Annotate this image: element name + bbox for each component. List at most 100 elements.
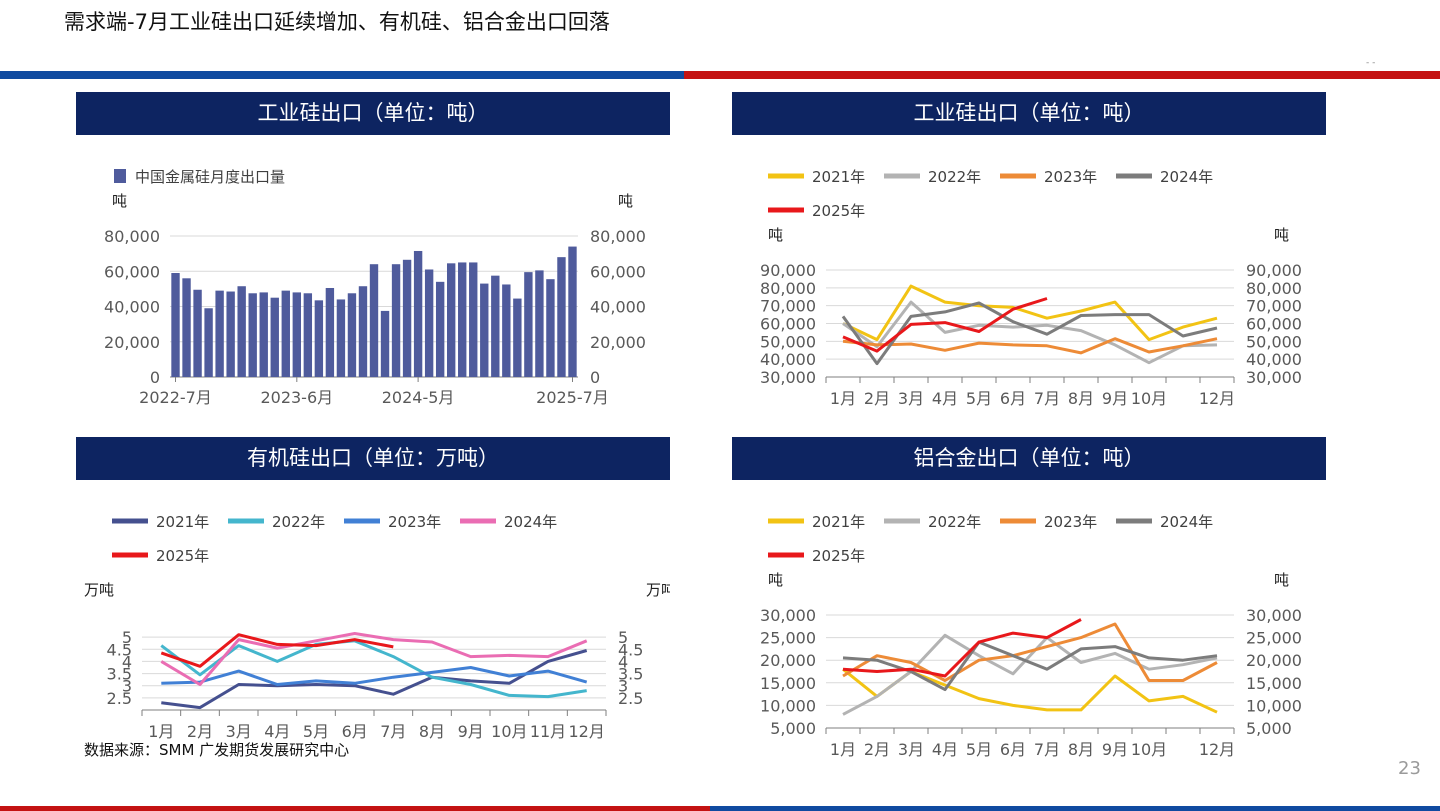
series-line	[160, 632, 588, 686]
legend-label: 2023年	[1044, 168, 1097, 186]
y-tick-label-left: 20,000	[104, 333, 160, 352]
y-tick-label-right: 60,000	[590, 262, 646, 281]
data-source-note: 数据来源：SMM 广发期货发展研究中心	[84, 741, 350, 759]
y-tick-label-right: 40,000	[590, 298, 646, 317]
x-tick-label: 3月	[898, 740, 924, 759]
bar	[215, 290, 224, 377]
legend-label: 2022年	[928, 168, 981, 186]
series-line	[842, 284, 1218, 342]
x-tick-label: 9月	[1102, 389, 1128, 408]
x-tick-label: 7月	[1034, 389, 1060, 408]
x-tick-label: 10月	[1131, 389, 1167, 408]
y-tick-label-right: 40,000	[1246, 350, 1302, 369]
y-tick-label-right: 25,000	[1246, 629, 1302, 648]
bar	[281, 290, 290, 377]
y-tick-label-left: 15,000	[760, 674, 816, 693]
y-axis-unit-left: 吨	[768, 571, 783, 589]
page-number: 23	[1398, 758, 1421, 779]
x-tick-label: 7月	[380, 722, 406, 741]
y-tick-label-right: 4.5	[618, 640, 643, 659]
footer-rule-red	[0, 806, 710, 811]
series-line	[841, 301, 1218, 366]
y-tick-label-left: 70,000	[760, 297, 816, 316]
bar	[458, 262, 467, 377]
bar	[369, 264, 379, 377]
bar	[303, 293, 313, 377]
y-tick-label-right: 10,000	[1246, 696, 1302, 715]
bar	[270, 297, 279, 377]
x-tick-label: 4月	[932, 389, 958, 408]
y-tick-label-left: 5,000	[770, 719, 816, 738]
bar	[171, 273, 180, 377]
bar	[380, 310, 390, 377]
x-tick-label: 6月	[1000, 740, 1026, 759]
bar	[314, 300, 324, 377]
y-tick-label-left: 60,000	[104, 262, 160, 281]
y-tick-label-left: 5	[122, 628, 132, 647]
y-tick-label-right: 90,000	[1246, 261, 1302, 280]
panel-header-silicon-monthly: 工业硅出口（单位：吨）	[76, 92, 670, 135]
y-tick-label-right: 3.5	[618, 665, 643, 684]
x-tick-label: 6月	[342, 722, 368, 741]
x-tick-label: 10月	[1131, 740, 1167, 759]
y-tick-label-left: 30,000	[760, 368, 816, 387]
bar	[546, 279, 555, 377]
x-tick-label: 12月	[568, 722, 604, 741]
legend-label: 2021年	[156, 513, 209, 531]
bar	[292, 292, 302, 377]
y-tick-label-right: 20,000	[590, 333, 646, 352]
bar	[237, 286, 246, 377]
bar	[347, 293, 357, 377]
y-tick-label-right: 5,000	[1246, 719, 1292, 738]
corner-mark: - -	[1366, 58, 1376, 68]
panel-header-aluminum-alloy: 铝合金出口（单位：吨）	[732, 437, 1326, 480]
series-line	[161, 666, 588, 686]
bar	[491, 275, 500, 377]
legend-label: 2021年	[812, 168, 865, 186]
bar	[480, 283, 489, 377]
y-tick-label-left: 25,000	[760, 629, 816, 648]
legend-label: 2023年	[388, 513, 441, 531]
legend-label: 2025年	[156, 547, 209, 565]
y-axis-unit-left: 万吨	[84, 581, 114, 599]
y-tick-label-right: 15,000	[1246, 674, 1302, 693]
footer-rule-blue	[710, 806, 1440, 811]
x-tick-label: 2024-5月	[382, 388, 455, 407]
bar	[413, 250, 423, 377]
slide-title: 需求端-7月工业硅出口延续增加、有机硅、铝合金出口回落	[64, 10, 610, 34]
y-axis-unit-right: 吨	[1274, 226, 1289, 244]
legend-label: 2022年	[272, 513, 325, 531]
y-tick-label-right: 80,000	[1246, 279, 1302, 298]
x-tick-label: 12月	[1199, 389, 1235, 408]
x-tick-label: 2022-7月	[139, 388, 212, 407]
bar	[557, 257, 566, 377]
y-tick-label-right: 5	[618, 628, 628, 647]
x-tick-label: 1月	[148, 722, 174, 741]
y-tick-label-right: 0	[590, 368, 600, 387]
x-tick-label: 2025-7月	[536, 388, 609, 407]
y-tick-label-left: 40,000	[760, 350, 816, 369]
legend-label: 2021年	[812, 513, 865, 531]
bar	[469, 262, 478, 377]
x-tick-label: 2月	[187, 722, 213, 741]
x-tick-label: 9月	[458, 722, 484, 741]
x-tick-label: 5月	[966, 740, 992, 759]
y-tick-label-left: 80,000	[760, 279, 816, 298]
x-tick-label: 8月	[1068, 389, 1094, 408]
y-tick-label-right: 2.5	[618, 689, 643, 708]
y-tick-label-left: 80,000	[104, 227, 160, 246]
y-tick-label-left: 4.5	[107, 640, 132, 659]
y-tick-label-right: 70,000	[1246, 297, 1302, 316]
y-tick-label-left: 60,000	[760, 315, 816, 334]
bar	[446, 263, 456, 377]
y-tick-label-left: 50,000	[760, 332, 816, 351]
legend-label: 2022年	[928, 513, 981, 531]
legend-label: 2024年	[504, 513, 557, 531]
legend-label: 2025年	[812, 547, 865, 565]
series-line	[160, 639, 587, 699]
header-rule-blue	[0, 71, 684, 79]
y-tick-label-right: 20,000	[1246, 651, 1302, 670]
